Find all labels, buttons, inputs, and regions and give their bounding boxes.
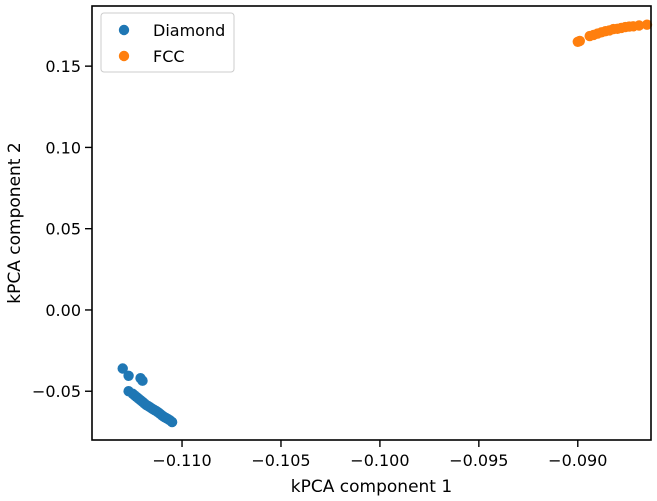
x-tick-label: −0.100 bbox=[350, 451, 409, 470]
series-diamond bbox=[117, 363, 178, 428]
x-tick-label: −0.090 bbox=[548, 451, 607, 470]
data-point bbox=[123, 370, 134, 381]
series-fcc bbox=[572, 19, 653, 47]
axes: −0.110 −0.105 −0.100 −0.095 −0.090 −0.05 0.00 0… bbox=[32, 57, 607, 470]
x-tick-label: −0.105 bbox=[251, 451, 310, 470]
data-point bbox=[633, 20, 645, 31]
data-point bbox=[117, 363, 128, 374]
data-point bbox=[574, 35, 585, 47]
y-axis-label: kPCA component 2 bbox=[5, 142, 25, 303]
plot-frame bbox=[91, 5, 652, 441]
legend-marker bbox=[118, 50, 130, 62]
legend: Diamond FCC bbox=[100, 12, 235, 73]
x-tick-label: −0.110 bbox=[152, 451, 211, 470]
x-tick-label: −0.095 bbox=[449, 451, 508, 470]
y-tick-label: 0.00 bbox=[45, 301, 81, 320]
legend-label: Diamond bbox=[153, 21, 225, 40]
y-tick-label: −0.05 bbox=[32, 382, 81, 401]
data-point bbox=[166, 416, 178, 428]
x-axis-label: kPCA component 1 bbox=[291, 477, 452, 497]
data-point bbox=[137, 375, 148, 386]
y-tick-label: 0.05 bbox=[45, 220, 81, 239]
y-tick-label: 0.15 bbox=[45, 57, 81, 76]
y-tick-label: 0.10 bbox=[45, 138, 81, 157]
plot-marks bbox=[117, 19, 653, 428]
legend-box bbox=[100, 12, 235, 73]
legend-label: FCC bbox=[153, 47, 185, 66]
legend-marker bbox=[118, 24, 130, 36]
data-point bbox=[641, 19, 653, 30]
